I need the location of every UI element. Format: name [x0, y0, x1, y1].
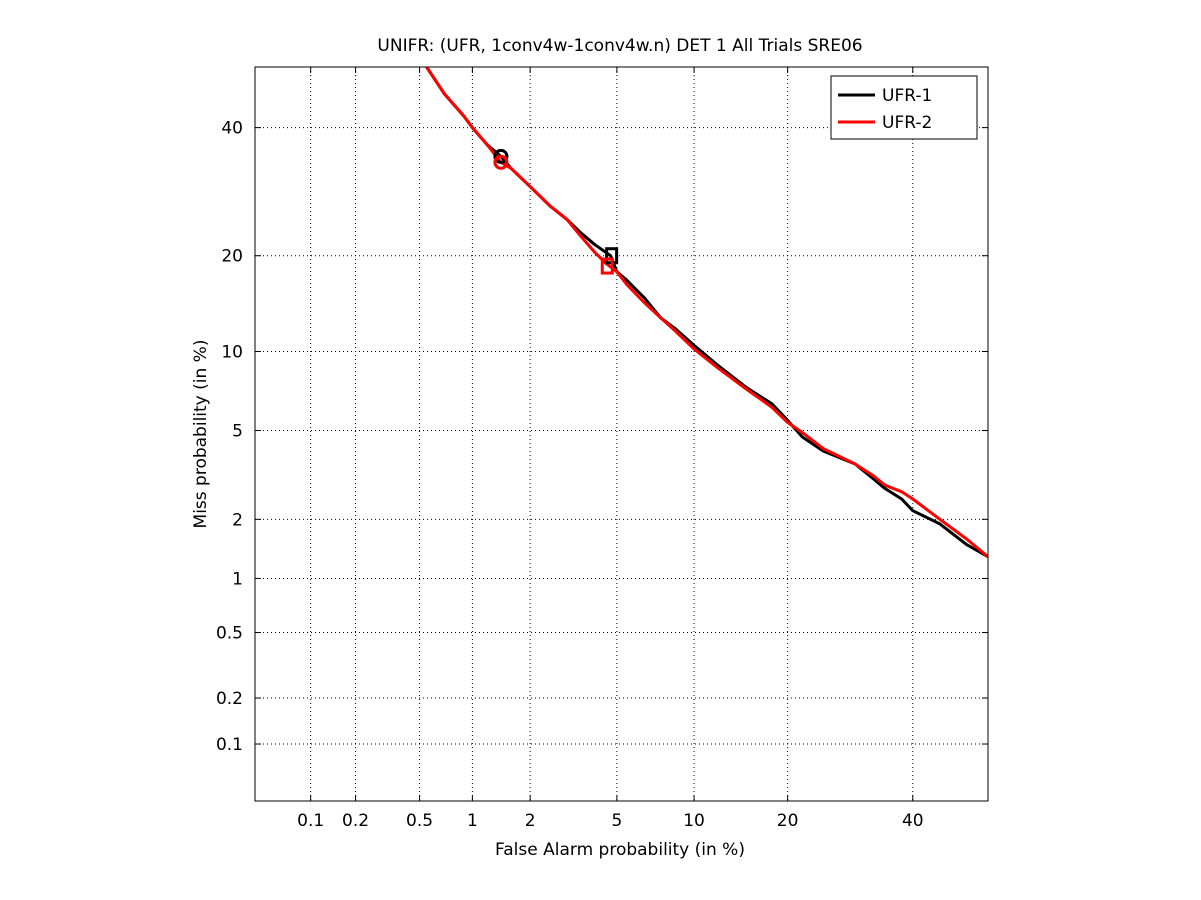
- marker-circle-ufr-2: [493, 154, 509, 170]
- y-tick-label: 1: [232, 569, 243, 589]
- plot-area: [255, 67, 988, 801]
- y-tick-label: 0.5: [216, 624, 243, 644]
- chart-title: UNIFR: (UFR, 1conv4w-1conv4w.n) DET 1 Al…: [377, 36, 862, 56]
- x-tick-label: 10: [683, 811, 705, 831]
- legend-box: [830, 75, 978, 140]
- x-tick-label: 0.1: [297, 811, 324, 831]
- x-tick-label: 0.2: [342, 811, 369, 831]
- y-tick-label: 10: [221, 343, 243, 363]
- x-axis-label: False Alarm probability (in %): [495, 840, 745, 860]
- marker-square-ufr-2: [600, 257, 614, 275]
- y-tick-label: 5: [232, 422, 243, 442]
- x-tick-label: 0.5: [406, 811, 433, 831]
- series-line-ufr-2: [425, 67, 988, 558]
- y-tick-label: 2: [232, 510, 243, 530]
- operating-point-markers: [493, 148, 619, 275]
- marker-circle-ufr-1: [493, 148, 509, 164]
- legend-label-ufr-2: UFR-2: [882, 113, 932, 133]
- x-tick-label: 20: [777, 811, 799, 831]
- x-tick-label: 40: [902, 811, 924, 831]
- x-axis-ticks: 0.1 0.2 0.5 1 2 5 10 20 40: [297, 67, 924, 831]
- plot-frame: [254, 66, 989, 802]
- x-tick-label: 2: [525, 811, 536, 831]
- y-tick-label: 40: [221, 119, 243, 139]
- y-axis-ticks: 0.1 0.2 0.5 1 2 5 10 20 40: [216, 119, 988, 755]
- y-tick-label: 0.1: [216, 735, 243, 755]
- y-tick-label: 20: [221, 247, 243, 267]
- legend-label-ufr-1: UFR-1: [882, 86, 932, 106]
- legend: UFR-1 UFR-2: [830, 75, 978, 140]
- y-tick-label: 0.2: [216, 689, 243, 709]
- x-tick-label: 5: [611, 811, 622, 831]
- y-axis-label: Miss probability (in %): [191, 340, 211, 529]
- x-tick-label: 1: [467, 811, 478, 831]
